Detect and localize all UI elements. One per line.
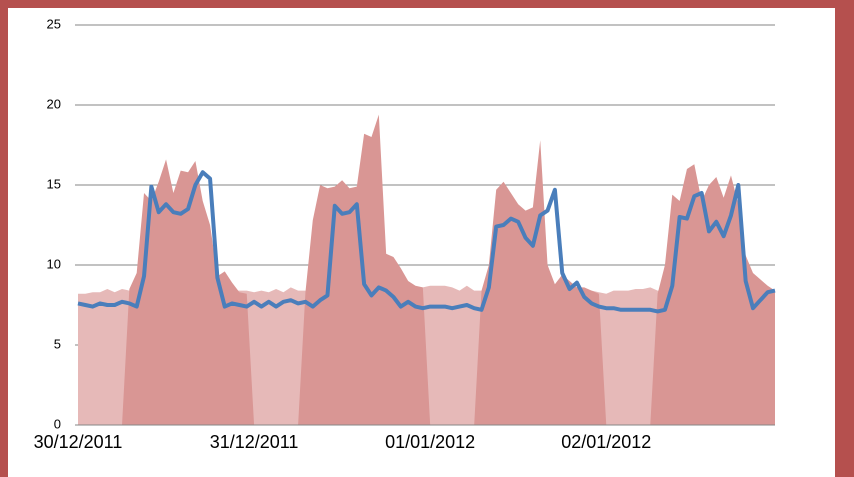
x-tick-label: 30/12/2011 (34, 432, 123, 452)
line (77, 170, 776, 314)
x-tick-label: 01/01/2012 (385, 432, 475, 452)
area (78, 114, 775, 425)
x-tick-label: 31/12/2011 (210, 432, 299, 452)
y-tick-label: 25 (47, 16, 61, 31)
x-tick-label: 02/01/2012 (561, 432, 651, 452)
y-tick-label: 20 (47, 96, 61, 111)
y-tick-label: 0 (54, 416, 61, 431)
y-tick-label: 10 (47, 256, 61, 271)
y-tick-label: 15 (47, 176, 61, 191)
y-tick-label: 5 (54, 336, 61, 351)
